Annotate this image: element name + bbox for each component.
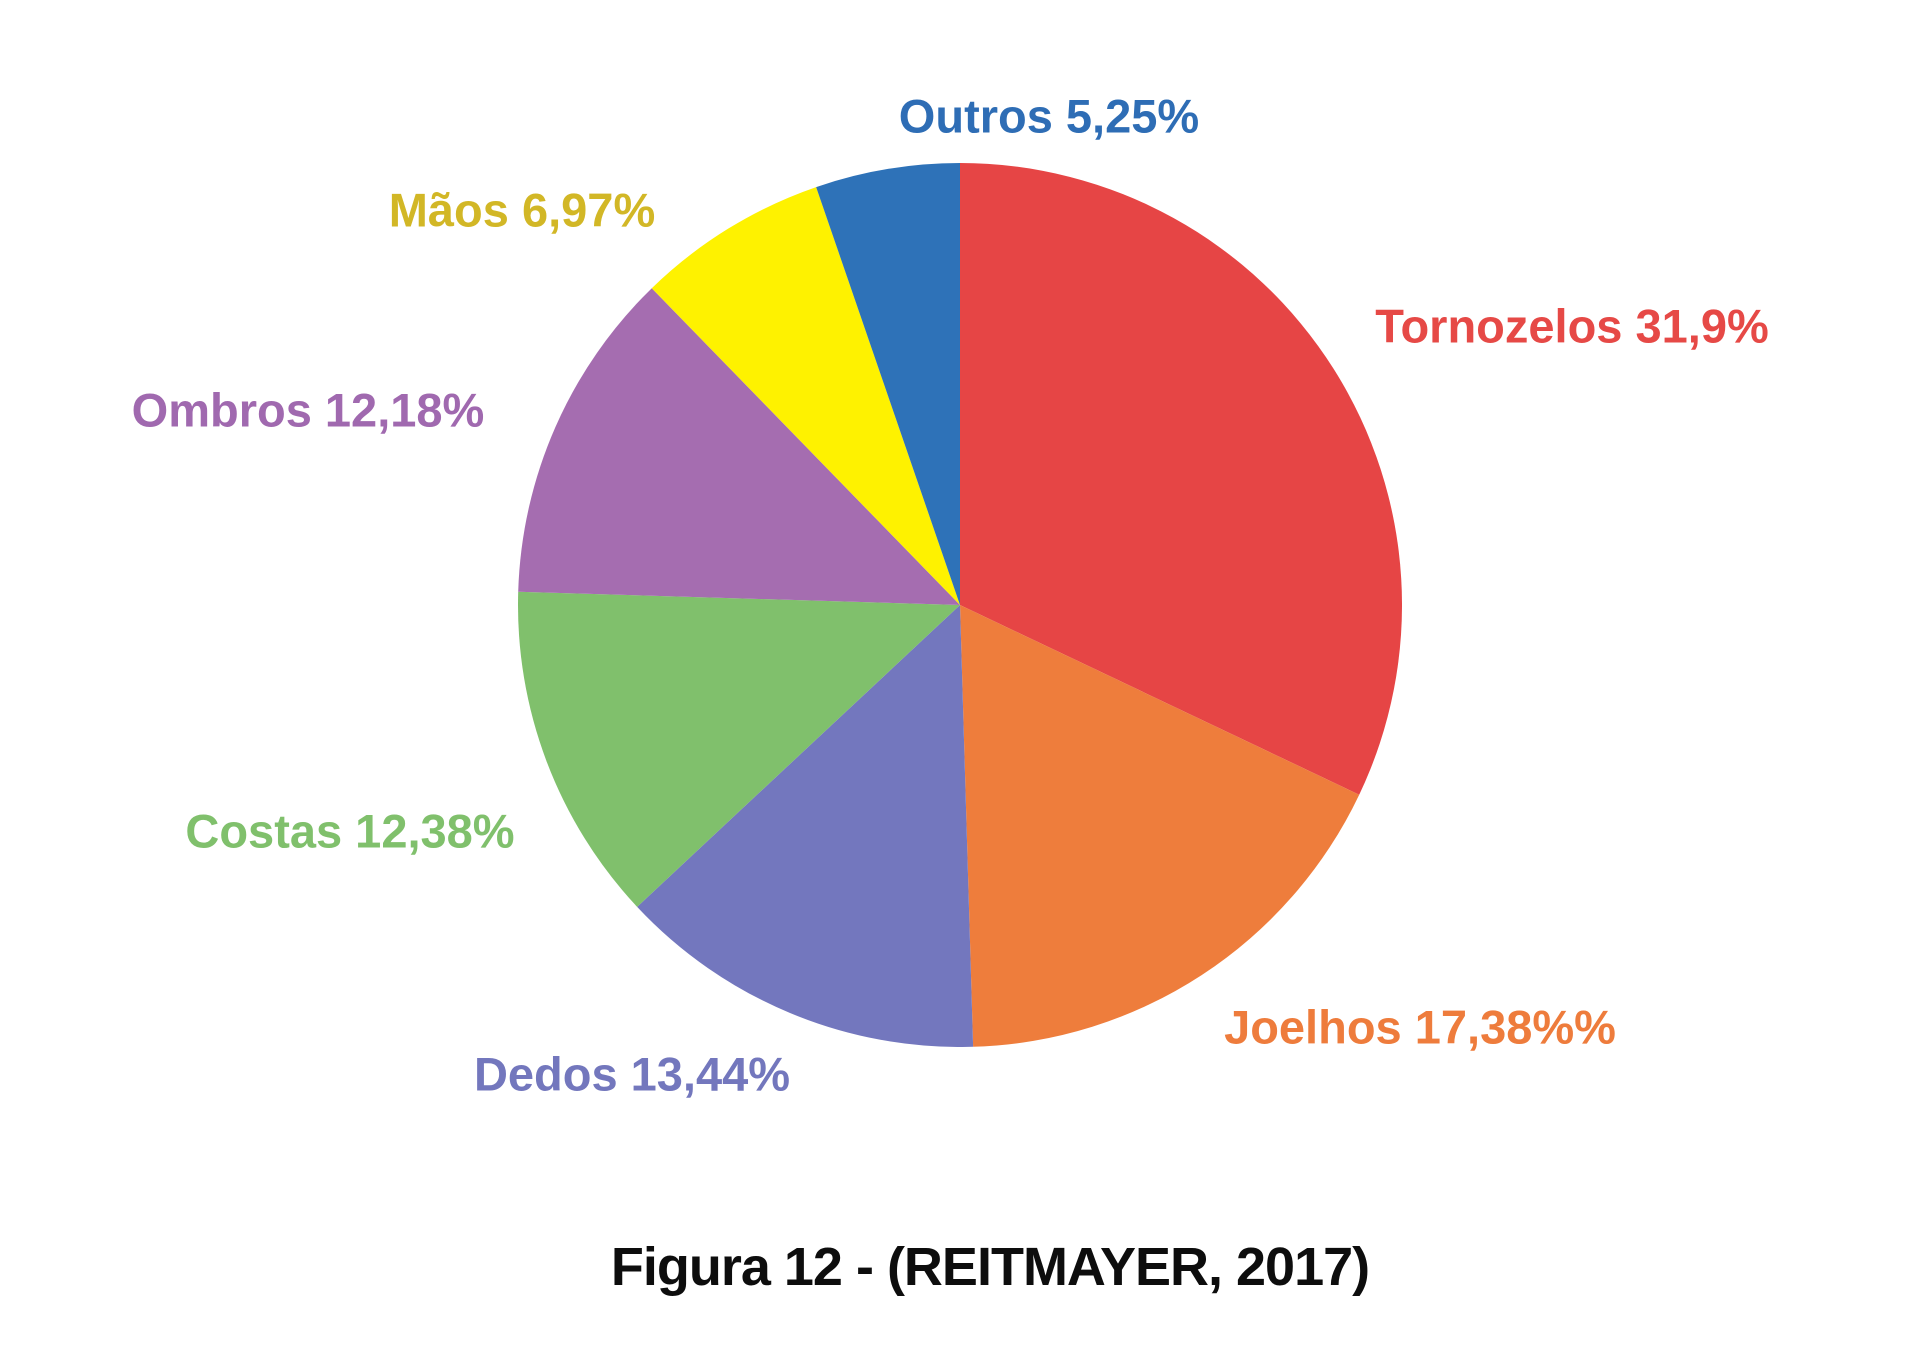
pie-slice-ombros — [518, 288, 960, 605]
slice-label-maos: Mãos 6,97% — [388, 183, 656, 237]
slice-label-ombros: Ombros 12,18% — [131, 383, 485, 437]
pie-slice-tornozelos — [960, 163, 1402, 795]
pie-slice-dedos — [637, 605, 974, 1047]
figure-caption: Figura 12 - (REITMAYER, 2017) — [610, 1237, 1370, 1297]
slice-label-tornozelos: Tornozelos 31,9% — [1375, 299, 1769, 353]
slice-label-costas: Costas 12,38% — [185, 804, 515, 858]
pie-slice-costas — [518, 591, 960, 907]
pie-slice-outros — [816, 163, 960, 605]
slice-label-joelhos: Joelhos 17,38%% — [1224, 1000, 1616, 1054]
slice-label-dedos: Dedos 13,44% — [473, 1047, 791, 1101]
pie-slice-joelhos — [960, 605, 1360, 1047]
pie-chart — [518, 163, 1402, 1047]
pie-slice-maos — [651, 187, 960, 605]
slice-label-outros: Outros 5,25% — [898, 89, 1200, 143]
